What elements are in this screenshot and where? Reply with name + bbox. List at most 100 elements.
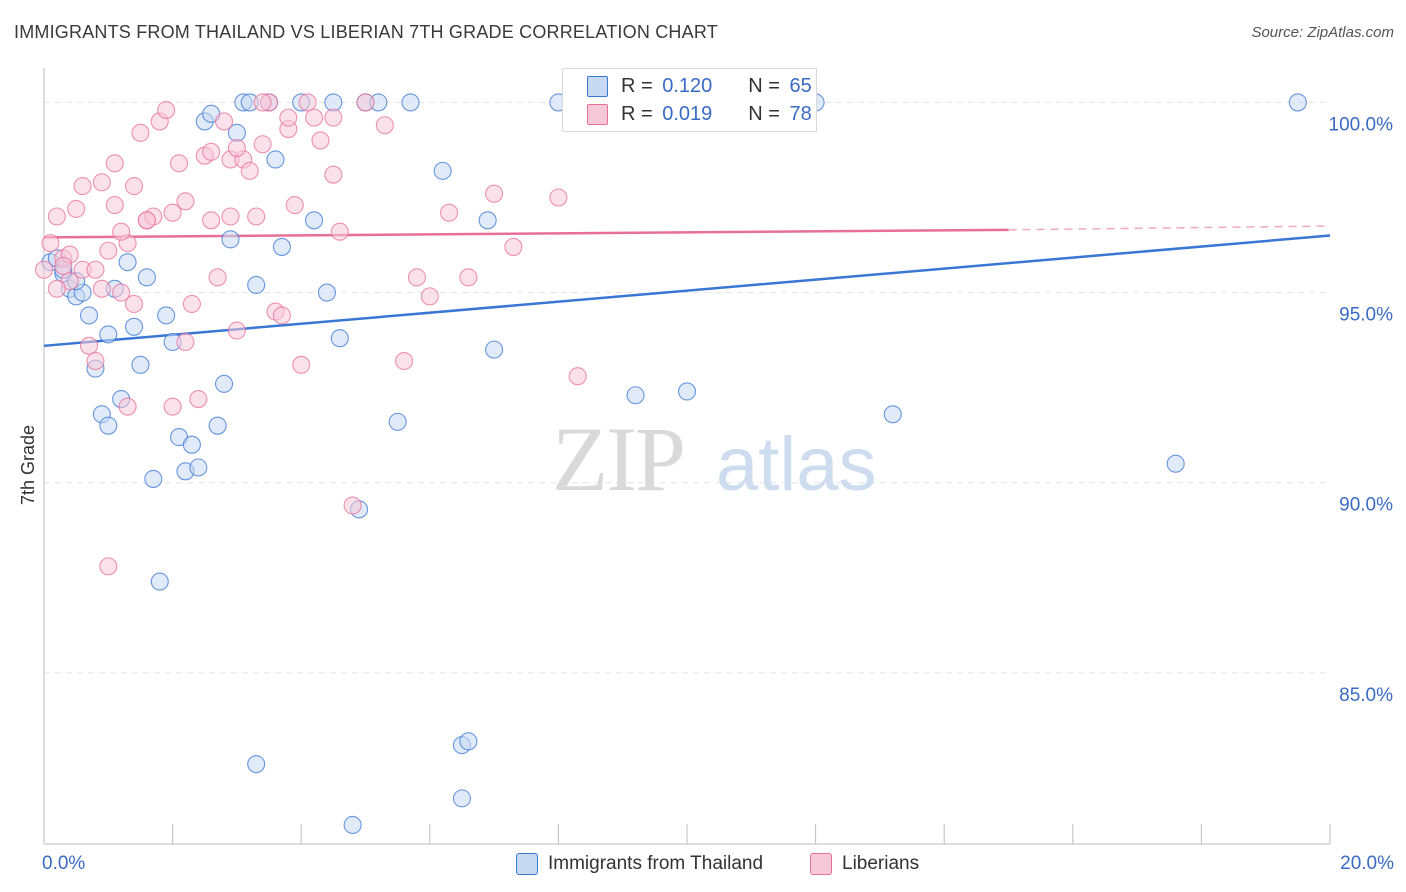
legend-r-value: 0.120 [662, 75, 713, 97]
point-liberians [202, 211, 221, 230]
legend-swatch-liberians [810, 853, 832, 875]
point-liberians [92, 279, 111, 298]
point-liberians [227, 321, 246, 340]
watermark: ZIP atlas [552, 408, 877, 510]
point-thailand [137, 268, 156, 287]
point-thailand [189, 458, 208, 477]
point-thailand [157, 306, 176, 325]
point-thailand [433, 161, 452, 180]
point-liberians [247, 207, 266, 226]
tick-labels: 85.0% 90.0% 95.0% 100.0% 0.0% 20.0% [42, 114, 1394, 874]
point-thailand [150, 572, 169, 591]
legend-swatch-pink [587, 104, 608, 125]
point-liberians [343, 496, 362, 515]
point-liberians [86, 260, 105, 279]
point-liberians [47, 207, 66, 226]
legend-r-value: 0.019 [662, 103, 713, 125]
point-liberians [285, 196, 304, 215]
point-thailand [677, 382, 697, 401]
point-thailand [247, 275, 266, 295]
point-liberians [485, 184, 504, 203]
point-thailand [305, 211, 324, 230]
point-thailand [459, 732, 478, 751]
point-liberians [272, 306, 291, 325]
legend-r-label: R = [621, 75, 653, 97]
point-liberians [131, 123, 150, 142]
y-tick-label: 85.0% [1339, 685, 1393, 706]
point-thailand [317, 283, 336, 302]
point-liberians [292, 355, 311, 374]
point-thailand [247, 755, 266, 774]
point-thailand [1288, 93, 1307, 112]
point-liberians [163, 203, 182, 222]
legend-n-label: N = [748, 103, 780, 125]
point-liberians [34, 260, 54, 279]
point-liberians [47, 279, 66, 298]
point-liberians [330, 222, 349, 241]
legend-item-thailand[interactable]: Immigrants from Thailand [516, 853, 763, 875]
point-liberians [324, 165, 343, 184]
point-liberians [324, 108, 343, 127]
point-liberians [41, 234, 60, 253]
legend-n-value: 78 [789, 103, 812, 125]
point-liberians [202, 142, 221, 161]
y-tick-label: 95.0% [1339, 305, 1393, 326]
point-liberians [253, 135, 272, 154]
y-axis-label: 7th Grade [18, 425, 38, 505]
point-liberians [124, 177, 144, 196]
point-liberians [459, 268, 478, 287]
point-liberians [112, 222, 131, 241]
point-liberians [163, 397, 182, 416]
point-liberians [407, 268, 426, 287]
point-thailand [1166, 454, 1185, 473]
point-thailand [343, 815, 362, 835]
point-thailand [214, 374, 234, 393]
point-liberians [208, 268, 227, 287]
trend-line-liberians-extension [1008, 225, 1331, 231]
data-points [34, 93, 1307, 835]
stats-legend: R = 0.120 N = 65 R = 0.019 N = 78 [562, 68, 817, 132]
point-liberians [176, 192, 195, 211]
point-liberians [189, 390, 208, 409]
chart-title: IMMIGRANTS FROM THAILAND VS LIBERIAN 7TH… [14, 22, 718, 42]
legend-n-label: N = [748, 75, 780, 97]
point-thailand [324, 93, 343, 112]
trend-line-liberians [43, 228, 1009, 239]
point-thailand [208, 416, 227, 435]
point-thailand [99, 325, 118, 344]
legend-item-liberians[interactable]: Liberians [810, 853, 919, 875]
point-liberians [214, 112, 234, 131]
point-liberians [298, 93, 317, 112]
point-liberians [279, 108, 298, 127]
point-liberians [395, 351, 414, 371]
point-thailand [144, 469, 163, 488]
point-liberians [54, 256, 73, 276]
point-liberians [105, 154, 124, 173]
point-liberians [182, 294, 201, 314]
point-thailand [452, 789, 472, 808]
legend-r-label: R = [621, 103, 653, 125]
point-thailand [626, 386, 645, 405]
point-liberians [79, 336, 99, 355]
point-thailand [401, 93, 420, 112]
point-liberians [112, 283, 131, 302]
point-thailand [266, 150, 285, 169]
point-liberians [169, 154, 189, 173]
point-thailand [221, 230, 240, 249]
point-liberians [92, 173, 111, 192]
legend-swatch-blue [587, 76, 608, 97]
point-liberians [549, 188, 568, 207]
point-liberians [568, 367, 587, 386]
point-liberians [240, 161, 259, 180]
legend-swatch-thailand [516, 853, 538, 875]
point-liberians [375, 116, 394, 135]
legend-n-value: 65 [789, 75, 812, 97]
point-liberians [440, 203, 459, 222]
point-liberians [118, 397, 137, 416]
x-tick-label: 20.0% [1340, 853, 1394, 874]
point-thailand [118, 253, 137, 272]
point-thailand [272, 237, 291, 256]
point-thailand [330, 329, 349, 348]
point-liberians [86, 351, 105, 371]
y-tick-label: 100.0% [1329, 114, 1394, 135]
